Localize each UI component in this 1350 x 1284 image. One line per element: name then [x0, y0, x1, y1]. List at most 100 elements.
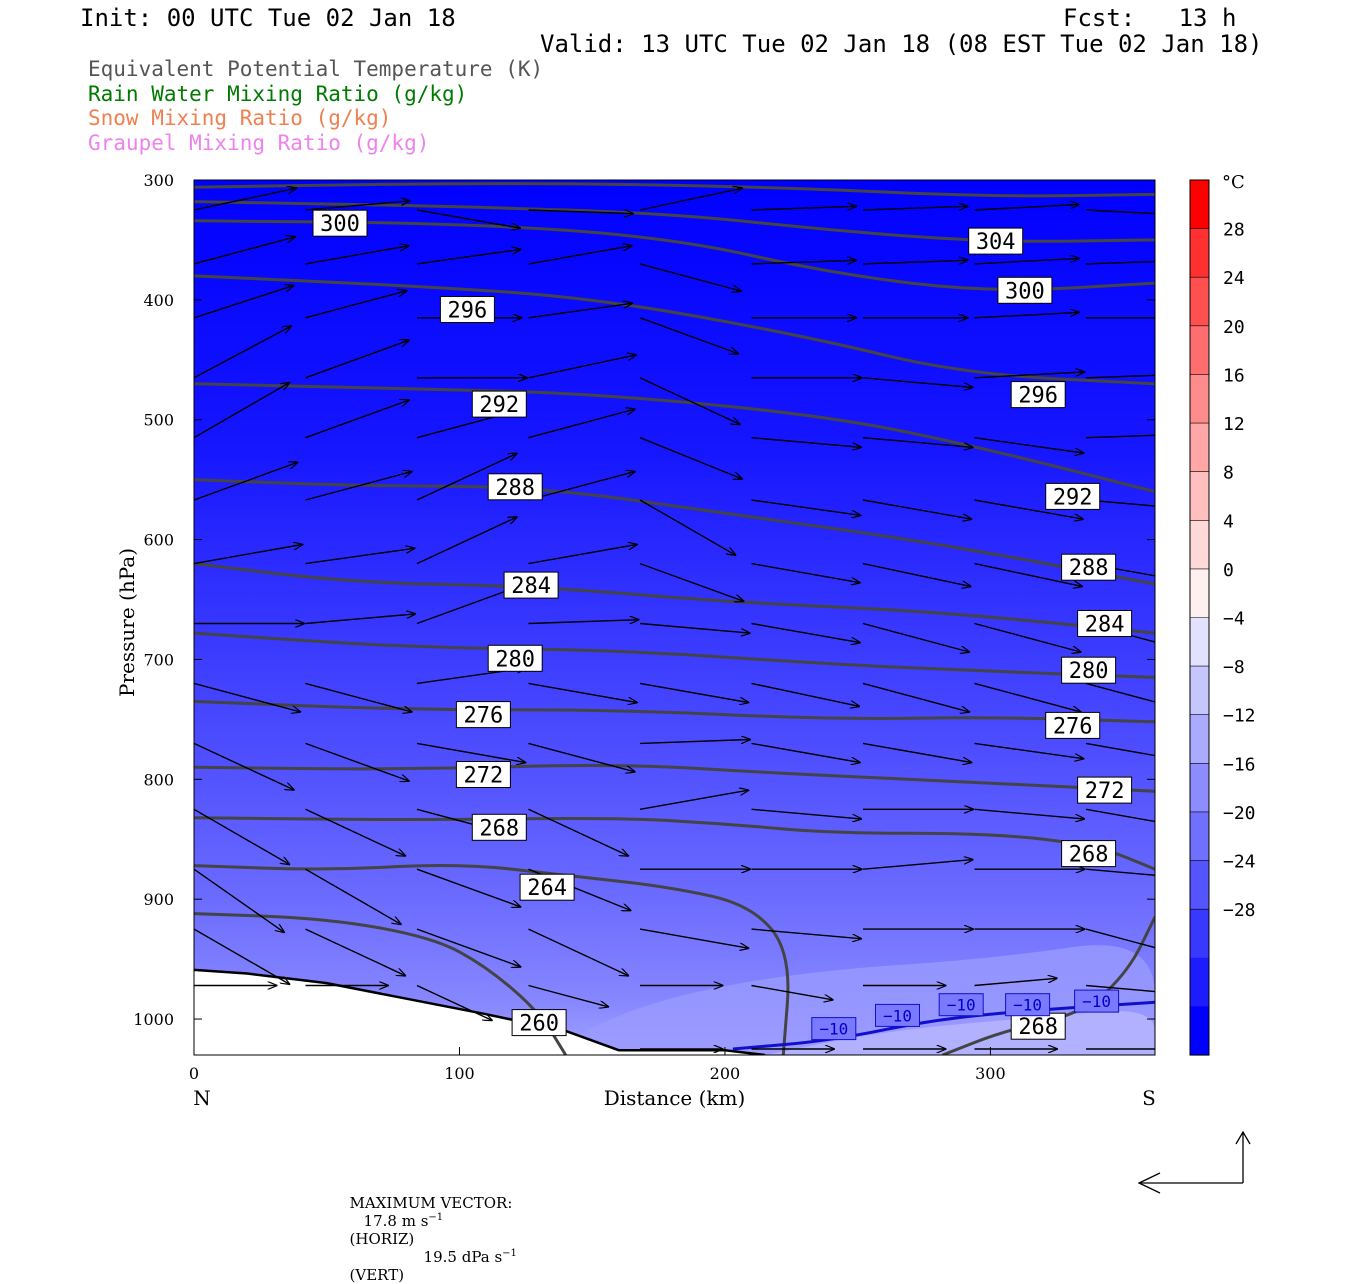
y-axis-label: Pressure (hPa)	[115, 548, 139, 697]
ref-vector-horizontal-head	[1137, 1172, 1161, 1194]
colorbar-segment	[1190, 374, 1209, 424]
legend-rain-water: Rain Water Mixing Ratio (g/kg)	[88, 82, 468, 106]
contour-label: 292	[479, 393, 519, 418]
contour-label: 264	[527, 876, 567, 901]
wind-vector	[1085, 742, 1155, 757]
contour-label-box	[511, 1009, 567, 1037]
wind-vector	[1085, 868, 1155, 876]
contour-label-box	[1010, 1012, 1066, 1040]
wind-vector	[1085, 928, 1155, 949]
colorbar-segment	[1190, 617, 1209, 667]
wind-vector	[862, 377, 973, 388]
colorbar-label: 16	[1223, 365, 1245, 386]
y-tick-label: 400	[143, 291, 174, 310]
wind-vector	[194, 808, 289, 864]
contour-label-box	[519, 873, 575, 901]
colorbar-label: −24	[1223, 852, 1256, 873]
wind-vector	[194, 383, 289, 439]
contour-label: 276	[1053, 714, 1093, 739]
wind-vector	[751, 622, 860, 643]
wind-vector	[974, 808, 1085, 819]
contour-label: 284	[1085, 613, 1125, 638]
theta-e-contour-264	[194, 863, 790, 1055]
wind-vector	[1085, 499, 1155, 507]
contour-labels: 300 296 292 288 284 280 276 272 268 264 260 304 300 2…	[312, 209, 1133, 1040]
wind-vector	[528, 303, 633, 319]
wind-vector	[751, 206, 856, 211]
colorbar-unit: °C	[1222, 172, 1245, 193]
max-vector-vert-exp: −1	[502, 1248, 517, 1259]
y-tick-label: 900	[143, 890, 174, 909]
wind-vector	[194, 868, 284, 932]
colorbar-label: −8	[1223, 657, 1245, 678]
wind-vector	[194, 462, 297, 501]
colorbar-label: −16	[1223, 754, 1256, 775]
wind-vector	[751, 984, 833, 1000]
wind-vector	[305, 682, 412, 712]
wind-vector	[416, 742, 525, 762]
contour-label: 280	[495, 647, 535, 672]
contour-label: 268	[1069, 843, 1109, 868]
isotherm-label-box	[875, 1003, 920, 1027]
contour-label: 268	[479, 816, 519, 841]
forecast-hour: Fcst: 13 h	[1063, 4, 1237, 32]
x-tick-label: 100	[444, 1064, 475, 1083]
contour-label-box	[1010, 381, 1066, 409]
wind-vector	[751, 562, 860, 583]
colorbar-label: 12	[1223, 414, 1245, 435]
init-time: Init: 00 UTC Tue 02 Jan 18	[80, 4, 456, 32]
wind-vector	[416, 868, 520, 907]
contour-label: 296	[448, 299, 488, 324]
contour-label: 300	[320, 212, 360, 237]
max-vector-vert: 19.5 dPa s	[423, 1248, 503, 1266]
wind-vector	[416, 586, 520, 625]
wind-vector	[639, 499, 735, 555]
wind-vector	[1085, 260, 1155, 265]
colorbar-segment	[1190, 568, 1209, 619]
wind-vector	[194, 682, 300, 712]
wind-vector	[305, 291, 407, 319]
isotherm-label-box	[1005, 993, 1051, 1017]
wind-vector	[194, 237, 295, 265]
arrow-group	[194, 188, 1155, 1049]
colorbar-segment	[1190, 666, 1209, 716]
y-tick-label: 600	[143, 531, 174, 550]
wind-vector	[974, 562, 1083, 587]
colorbar-label: 4	[1223, 511, 1234, 532]
colorbar-segment	[1190, 471, 1209, 521]
wind-vector	[416, 454, 517, 501]
ref-vector-vertical-head	[1235, 1130, 1251, 1145]
x-axis-label: Distance (km)	[604, 1086, 746, 1110]
wind-vector	[862, 260, 967, 264]
colorbar-segment	[1190, 277, 1209, 327]
theta-e-contour-284	[194, 562, 1155, 635]
max-vector-label: MAXIMUM VECTOR: 17.8 m s−1 (HORIZ) 19.5 …	[340, 1176, 517, 1284]
theta-e-contour-308	[194, 182, 1155, 198]
wind-vector	[305, 742, 409, 781]
wind-vector	[862, 437, 973, 448]
x-tick-label: 300	[975, 1064, 1006, 1083]
wind-vector	[305, 246, 409, 265]
contour-label-box	[487, 644, 543, 672]
y-tick-label: 300	[143, 171, 174, 190]
colorbar-segment	[1190, 763, 1209, 813]
wind-vector	[305, 400, 409, 439]
max-vector-vert-unit: (VERT)	[349, 1266, 405, 1284]
isotherm-label-box	[1074, 989, 1120, 1013]
theta-e-contour-304	[194, 200, 1155, 243]
endpoint-south: S	[1142, 1086, 1156, 1110]
contour-label: 272	[1085, 779, 1125, 804]
wind-vector	[305, 548, 415, 565]
contour-label-box	[1045, 711, 1101, 739]
wind-vector	[416, 928, 520, 967]
max-vector-horiz: 17.8 m s	[363, 1212, 429, 1230]
contour-label-box	[1061, 553, 1117, 581]
contour-label-box	[439, 296, 495, 323]
isotherm-label: −10	[1082, 992, 1111, 1011]
wind-vector	[528, 808, 629, 856]
colorbar-label: 0	[1223, 560, 1234, 581]
wind-vector	[1085, 808, 1155, 823]
wind-vector	[639, 682, 748, 702]
colorbar-segment	[1190, 909, 1209, 959]
wind-vector	[974, 437, 1084, 453]
